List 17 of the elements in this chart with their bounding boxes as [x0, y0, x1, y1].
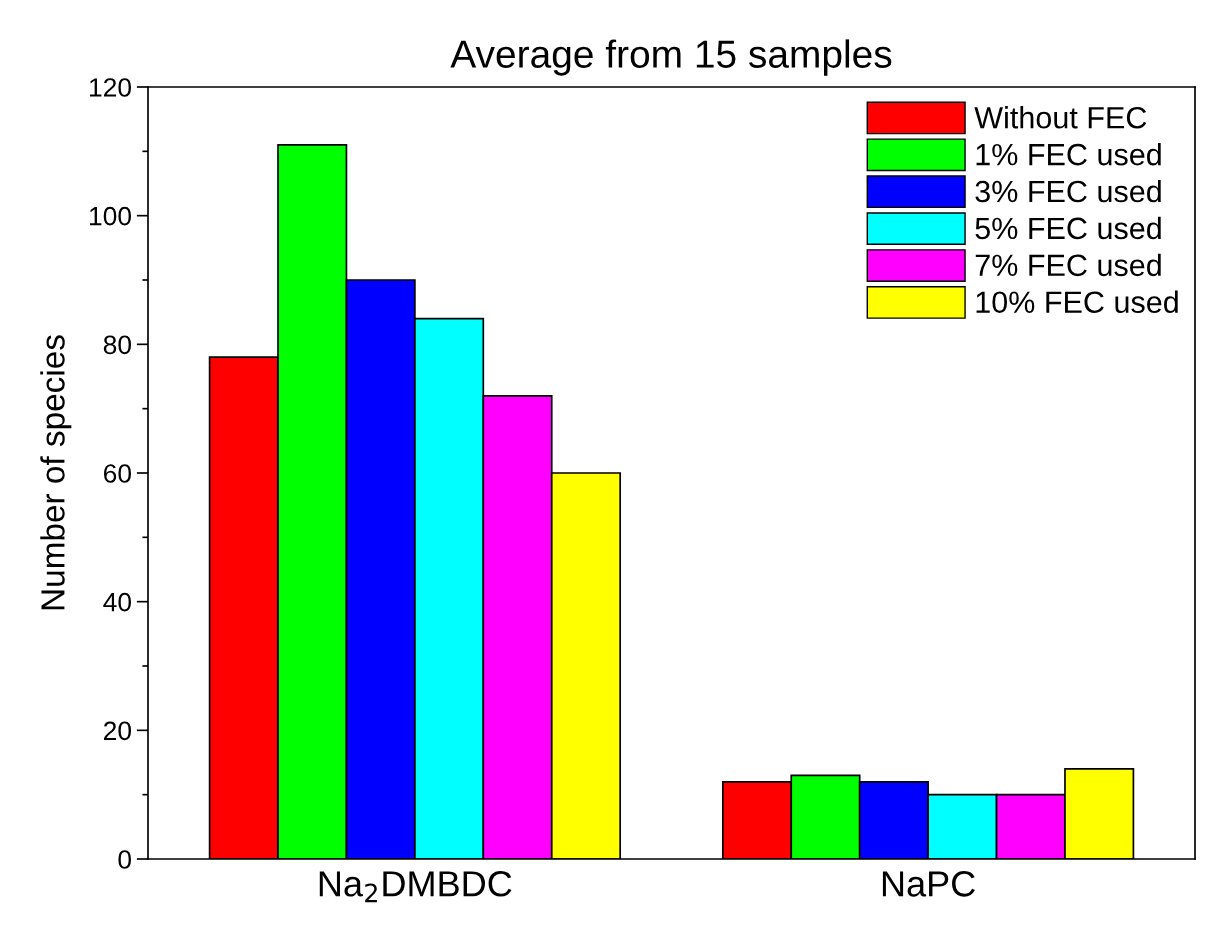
y-tick-label: 80 [103, 335, 131, 355]
legend-label: 7% FEC used [975, 253, 1161, 277]
y-tick-label: 100 [90, 206, 131, 226]
y-tick-label: 0 [118, 850, 131, 869]
legend-label: 1% FEC used [976, 143, 1161, 166]
y-tick-label: 120 [90, 78, 131, 97]
y-axis-title: Number of species [40, 335, 72, 610]
legend-label: 3% FEC used [975, 179, 1161, 203]
y-tick-label: 60 [104, 464, 131, 483]
x-tick-label: Na$_{2}$DMBDC [319, 871, 512, 903]
legend-label: Without FEC [974, 106, 1147, 129]
x-tick-label: NaPC [882, 871, 975, 897]
y-tick-label: 20 [104, 721, 131, 741]
chart-title: Average from 15 samples [450, 39, 892, 76]
legend-label: 10% FEC used [976, 290, 1178, 314]
legend-label: 5% FEC used [975, 216, 1161, 240]
y-tick-label: 40 [103, 592, 131, 612]
